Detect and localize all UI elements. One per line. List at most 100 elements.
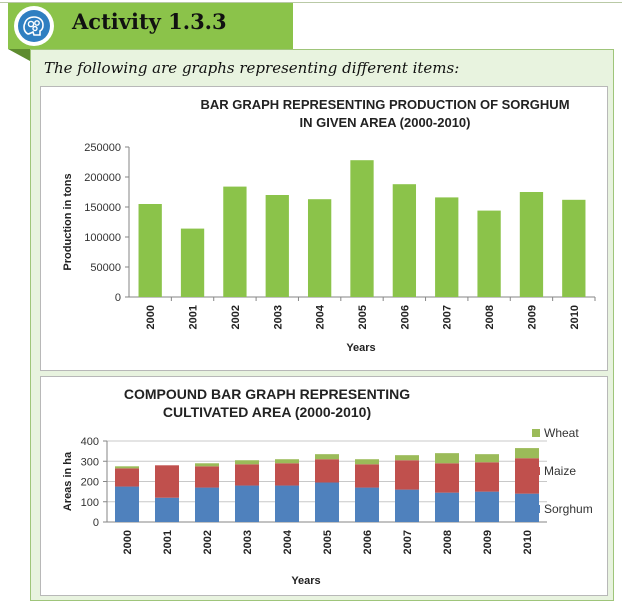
x-tick-label: 2000 [122,530,134,554]
y-axis-title: Areas in ha [62,451,74,511]
chart-title-line: IN GIVEN AREA (2000-2010) [300,115,471,130]
bar-2010 [562,199,586,297]
chart-title-line: CULTIVATED AREA (2000-2010) [163,404,371,420]
x-tick-label: 2010 [522,530,534,554]
bar-wheat-2005 [315,454,339,460]
x-tick-label: 2005 [357,305,369,329]
top-rule [0,2,622,3]
x-tick-label: 2010 [569,305,581,329]
bar-wheat-2009 [475,454,499,463]
y-tick-label: 100 [81,497,99,509]
bar-maize-2006 [355,464,379,488]
bar-maize-2003 [235,464,259,486]
bar-2009 [519,192,544,297]
bar-2007 [435,197,459,297]
legend-label-wheat: Wheat [544,426,579,440]
legend-label-maize: Maize [544,464,576,478]
y-tick-label: 250000 [84,142,121,154]
bar-sorghum-2000 [115,486,139,522]
bar-wheat-2000 [115,466,139,469]
bar-2001 [180,228,205,297]
x-tick-label: 2007 [402,530,414,554]
bar-maize-2007 [395,460,419,490]
y-tick-label: 150000 [84,202,121,214]
chart-title-line: BAR GRAPH REPRESENTING PRODUCTION OF SOR… [200,97,569,112]
bar-wheat-2010 [515,448,539,459]
tab-fold [8,49,30,61]
sorghum-production-chart: BAR GRAPH REPRESENTING PRODUCTION OF SOR… [40,86,608,371]
cultivated-area-svg: COMPOUND BAR GRAPH REPRESENTING CULTIVATE… [62,386,593,587]
y-tick-label: 300 [81,456,99,468]
bar-maize-2001 [155,465,179,498]
bar-wheat-2002 [195,463,219,467]
bar-sorghum-2009 [475,491,499,522]
bar-wheat-2003 [235,460,259,465]
x-tick-label: 2009 [482,530,494,554]
y-tick-label: 0 [115,292,121,304]
x-tick-label: 2003 [242,530,254,554]
legend-swatch-maize [532,467,540,475]
x-tick-label: 2004 [282,529,294,554]
bar-wheat-2008 [435,453,459,464]
x-tick-label: 2008 [484,305,496,329]
y-tick-label: 400 [81,436,99,448]
bar-2004 [307,199,332,297]
bar-maize-2002 [195,466,219,488]
bar-wheat-2007 [395,455,419,461]
legend-label-sorghum: Sorghum [544,502,593,516]
bar-sorghum-2008 [435,492,459,522]
activity-title: Activity 1.3.3 [72,9,227,34]
x-tick-label: 2002 [230,305,242,329]
bar-sorghum-2004 [275,485,299,522]
x-tick-label: 2001 [188,305,200,329]
sorghum-production-svg: BAR GRAPH REPRESENTING PRODUCTION OF SOR… [62,97,596,354]
y-tick-label: 100000 [84,232,121,244]
bar-maize-2008 [435,463,459,493]
x-tick-label: 2004 [315,304,327,329]
intro-text: The following are graphs representing di… [44,59,460,77]
bar-maize-2004 [275,463,299,486]
bar-sorghum-2002 [195,487,219,522]
brain-gears-icon [18,10,50,42]
bar-sorghum-2006 [355,487,379,522]
x-tick-label: 2002 [202,530,214,554]
bar-2000 [138,204,162,297]
bar-2008 [477,210,501,297]
x-tick-label: 2006 [399,305,411,329]
activity-tab [8,3,293,49]
bar-2003 [265,195,289,297]
bar-sorghum-2003 [235,485,259,522]
y-tick-label: 200000 [84,172,121,184]
cultivated-area-chart: COMPOUND BAR GRAPH REPRESENTING CULTIVATE… [40,376,608,596]
legend-swatch-sorghum [532,505,540,513]
x-tick-label: 2006 [362,530,374,554]
x-axis-title: Years [346,342,375,354]
bar-2005 [350,160,374,297]
chart-title-line: COMPOUND BAR GRAPH REPRESENTING [124,386,410,402]
bar-sorghum-2007 [395,489,419,522]
bar-sorghum-2005 [315,482,339,522]
activity-badge [14,6,54,46]
y-tick-label: 50000 [90,262,121,274]
bar-wheat-2004 [275,459,299,464]
bar-maize-2000 [115,468,139,487]
bar-sorghum-2001 [155,497,179,522]
x-tick-label: 2005 [322,530,334,554]
x-tick-label: 2000 [145,305,157,329]
legend-swatch-wheat [532,429,540,437]
bar-2006 [392,184,417,297]
y-axis-title: Production in tons [62,173,74,270]
x-tick-label: 2001 [162,530,174,554]
y-tick-label: 200 [81,477,99,489]
bar-wheat-2006 [355,459,379,465]
y-tick-label: 0 [93,517,99,529]
x-tick-label: 2009 [526,305,538,329]
x-tick-label: 2003 [272,305,284,329]
x-axis-title: Years [291,575,320,587]
bar-2002 [223,186,247,297]
bar-maize-2005 [315,459,339,483]
bar-maize-2010 [515,458,539,494]
x-tick-label: 2007 [442,305,454,329]
bar-maize-2009 [475,462,499,492]
x-tick-label: 2008 [442,530,454,554]
